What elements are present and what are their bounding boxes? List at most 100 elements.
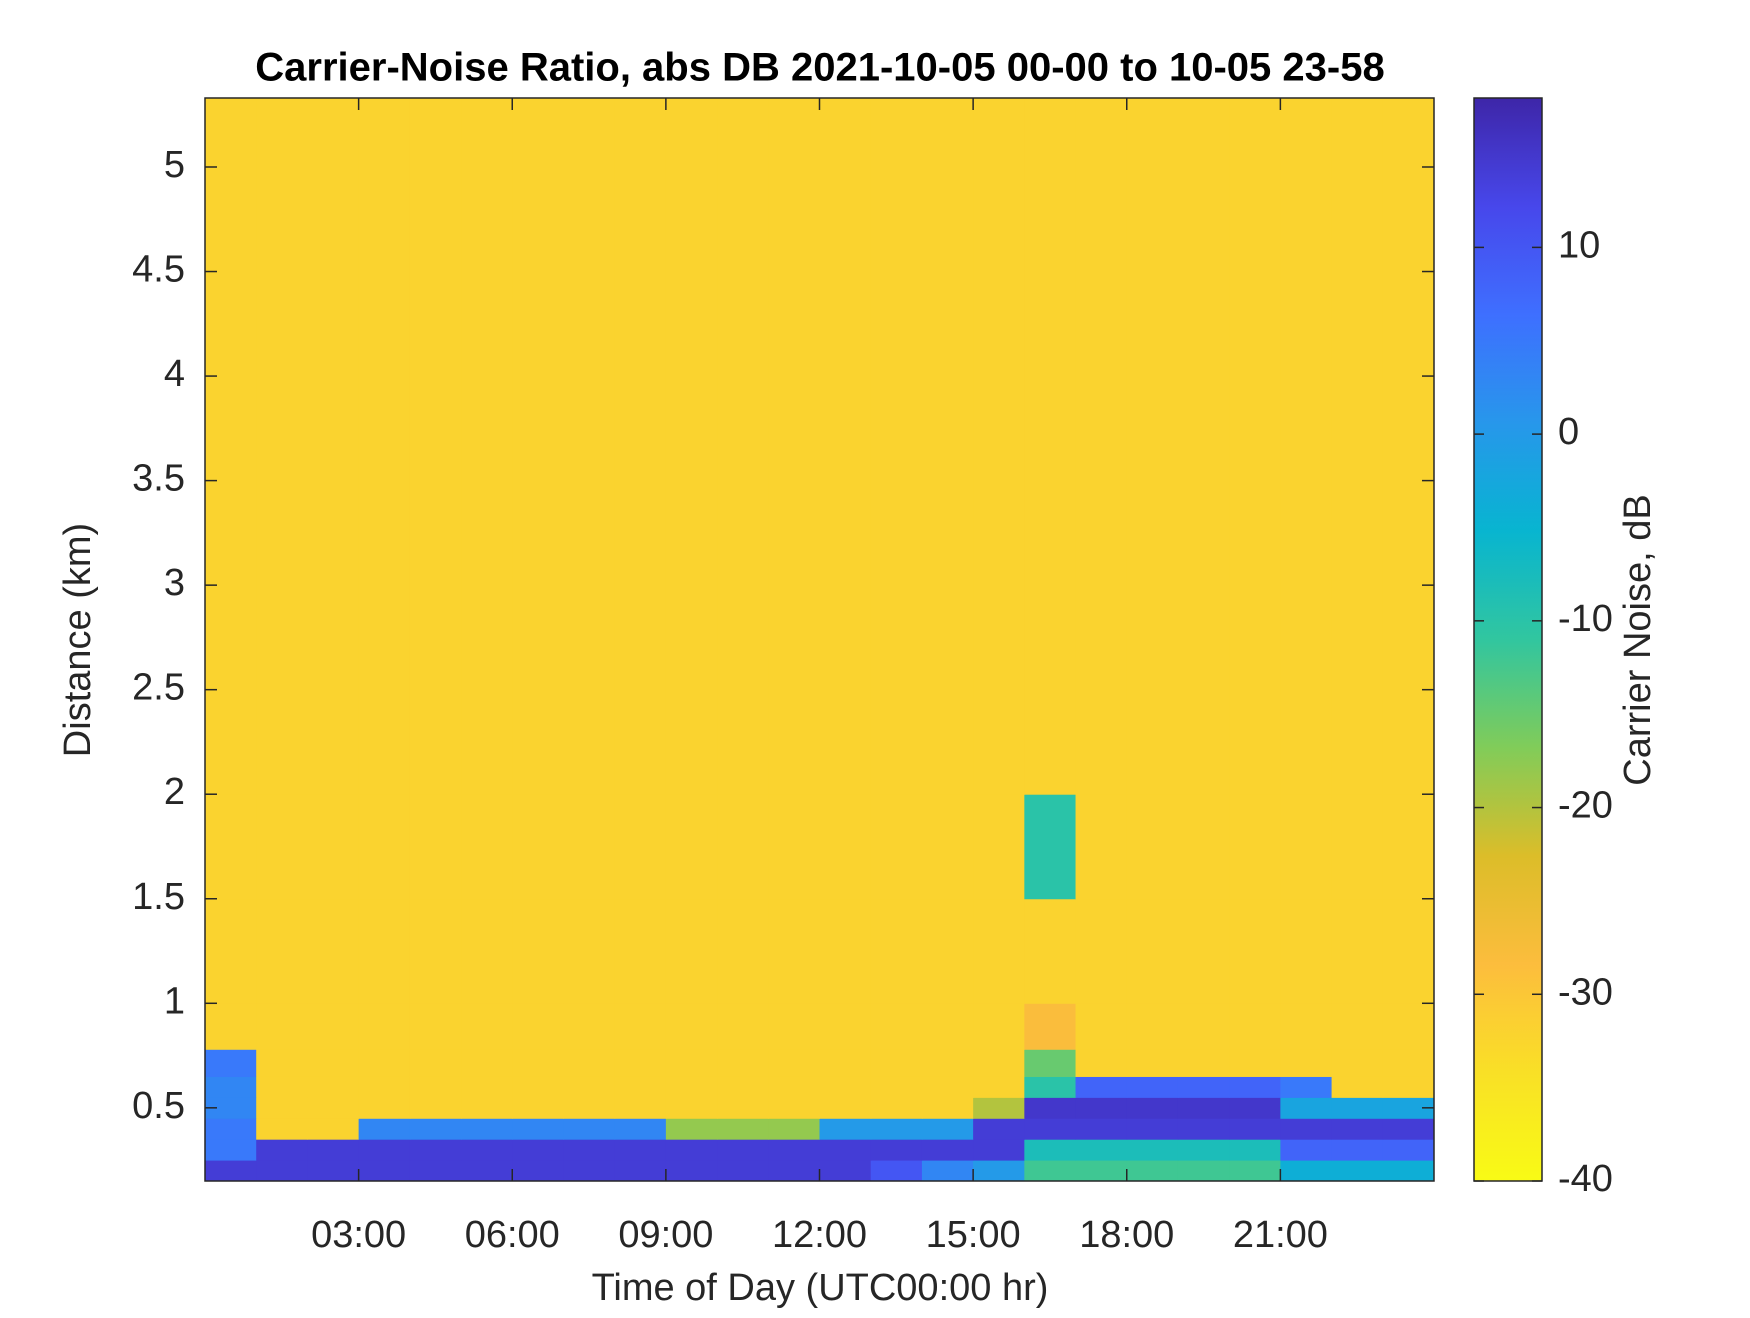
heat-cell	[512, 1160, 564, 1182]
heat-cell	[205, 1118, 257, 1140]
heat-cell	[819, 1049, 872, 1077]
heat-cell	[614, 1139, 667, 1161]
heat-cell	[1075, 794, 1128, 900]
heat-cell	[1229, 1097, 1281, 1119]
heat-cell	[665, 1003, 718, 1050]
heat-cell	[409, 1003, 462, 1050]
heat-cell	[870, 1097, 923, 1119]
heat-cell	[921, 794, 974, 900]
heat-cell	[1024, 1160, 1077, 1182]
heat-cell	[1177, 1076, 1230, 1098]
heat-cell	[973, 1049, 1025, 1077]
heat-cell	[1280, 794, 1333, 900]
y-axis-label: Distance (km)	[57, 523, 99, 757]
heat-cell	[1229, 794, 1281, 900]
heat-cell	[1229, 1139, 1281, 1161]
heat-cell	[819, 1003, 872, 1050]
heat-cell	[409, 98, 462, 795]
heat-cell	[358, 1160, 411, 1182]
heat-cell	[1126, 1160, 1179, 1182]
heat-cell	[870, 1049, 923, 1077]
heat-cell	[717, 1118, 769, 1140]
heat-cell	[768, 794, 820, 900]
heat-cell	[973, 1003, 1025, 1050]
heat-cell	[870, 1160, 923, 1182]
heat-cell	[870, 1139, 923, 1161]
heat-cell	[614, 898, 667, 1004]
heat-cell	[717, 898, 769, 1004]
heat-cell	[461, 1049, 513, 1077]
heat-cell	[1126, 1076, 1179, 1098]
heat-cell	[819, 1076, 872, 1098]
heat-cell	[973, 1160, 1025, 1182]
heat-cell	[1075, 1076, 1128, 1098]
heat-cell	[921, 1139, 974, 1161]
heat-cell	[1075, 898, 1128, 1004]
heat-cell	[1126, 898, 1179, 1004]
heat-cell	[1126, 98, 1179, 795]
y-tick-label: 1	[164, 980, 185, 1022]
x-tick-label: 18:00	[1079, 1214, 1174, 1256]
heat-cell	[973, 1118, 1025, 1140]
heat-cell	[665, 1097, 718, 1119]
heat-cell	[921, 1160, 974, 1182]
heat-cell	[1126, 794, 1179, 900]
heat-cell	[1024, 1076, 1077, 1098]
heat-cell	[358, 1118, 411, 1140]
heat-cell	[461, 1160, 513, 1182]
heat-cell	[717, 1139, 769, 1161]
colorbar-tick-label: -10	[1558, 598, 1613, 640]
heat-cell	[665, 1139, 718, 1161]
heat-cell	[1075, 98, 1128, 795]
heat-cell	[563, 1160, 616, 1182]
heat-cell	[563, 1139, 616, 1161]
heat-cell	[1126, 1097, 1179, 1119]
heat-cell	[717, 98, 769, 795]
heat-cell	[665, 1049, 718, 1077]
heat-cell	[461, 1139, 513, 1161]
heat-cell	[665, 794, 718, 900]
heat-cell	[1382, 98, 1435, 795]
heat-cell	[1331, 1097, 1384, 1119]
heat-cell	[461, 98, 513, 795]
heat-cell	[614, 1118, 667, 1140]
heat-cell	[768, 898, 820, 1004]
heat-cell	[1126, 1003, 1179, 1050]
heat-cell	[409, 898, 462, 1004]
heat-cell	[307, 1097, 360, 1119]
heat-cell	[461, 1097, 513, 1119]
heat-cell	[563, 1003, 616, 1050]
heat-cell	[1331, 1139, 1384, 1161]
heat-cell	[1280, 1003, 1333, 1050]
heat-cell	[717, 1076, 769, 1098]
heat-cell	[1126, 1049, 1179, 1077]
heat-cell	[768, 98, 820, 795]
heat-cell	[768, 1076, 820, 1098]
heat-cell	[358, 794, 411, 900]
heat-cell	[973, 1139, 1025, 1161]
heat-cell	[1177, 1049, 1230, 1077]
heat-cell	[665, 1160, 718, 1182]
y-tick-label: 1.5	[132, 876, 185, 918]
heat-cell	[205, 1076, 257, 1098]
heat-cell	[1177, 898, 1230, 1004]
heat-cell	[665, 1076, 718, 1098]
heat-cell	[1229, 1076, 1281, 1098]
heat-cell	[1229, 98, 1281, 795]
heat-cell	[1382, 898, 1435, 1004]
heat-cell	[563, 794, 616, 900]
heat-cell	[256, 1097, 308, 1119]
heat-cell	[768, 1097, 820, 1119]
heat-cell	[973, 98, 1025, 795]
heat-cell	[921, 1003, 974, 1050]
heat-cell	[614, 1003, 667, 1050]
heat-cell	[256, 1118, 308, 1140]
heat-cell	[819, 794, 872, 900]
heat-cell	[307, 98, 360, 795]
colorbar-tick-label: -20	[1558, 785, 1613, 827]
heat-cell	[1075, 1097, 1128, 1119]
heat-cell	[461, 794, 513, 900]
heat-cell	[614, 1160, 667, 1182]
heat-cell	[205, 1049, 257, 1077]
heat-cell	[512, 1049, 564, 1077]
